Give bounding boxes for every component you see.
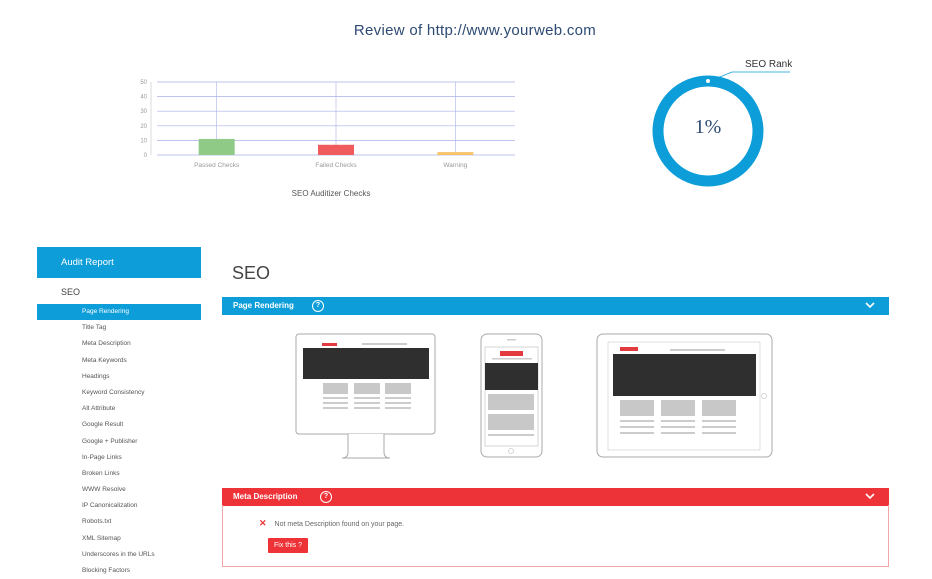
sidebar-item-page-rendering[interactable]: Page Rendering bbox=[37, 304, 201, 321]
seo-rank-value: 1% bbox=[694, 116, 722, 138]
sidebar-item-underscores-in-the-urls[interactable]: Underscores in the URLs bbox=[82, 550, 155, 558]
sidebar-item-blocking-factors[interactable]: Blocking Factors bbox=[82, 567, 131, 574]
sidebar-item-meta-keywords[interactable]: Meta Keywords bbox=[82, 356, 127, 364]
sidebar-item-keyword-consistency[interactable]: Keyword Consistency bbox=[82, 388, 145, 396]
meta-description-title: Meta Description bbox=[233, 492, 298, 501]
section-title: SEO bbox=[232, 263, 271, 283]
chart-x-axis-label: SEO Auditizer Checks bbox=[292, 189, 371, 198]
chevron-down-icon[interactable] bbox=[865, 301, 875, 309]
chart-category-label: Passed Checks bbox=[194, 162, 240, 169]
chevron-down-icon[interactable] bbox=[865, 492, 875, 500]
sidebar-item-www-resolve[interactable]: WWW Resolve bbox=[82, 486, 126, 494]
seo-rank-label: SEO Rank bbox=[745, 59, 793, 70]
seo-checks-chart: 0 10 20 30 40 50 Passed Checks Failed Checks War… bbox=[140, 80, 515, 198]
sidebar-header-audit-report[interactable]: Audit Report bbox=[37, 247, 201, 279]
desktop-preview bbox=[295, 333, 436, 459]
mobile-preview bbox=[480, 333, 543, 458]
device-previews bbox=[295, 333, 773, 459]
chart-bar bbox=[198, 138, 235, 155]
sidebar-item-xml-sitemap[interactable]: XML Sitemap bbox=[82, 534, 121, 542]
sidebar-item-robots-txt[interactable]: Robots.txt bbox=[82, 518, 112, 526]
chart-bar bbox=[437, 152, 474, 155]
chart-category-label: Warning bbox=[443, 162, 467, 169]
tablet-preview bbox=[596, 333, 773, 458]
sidebar-item-meta-description[interactable]: Meta Description bbox=[82, 340, 131, 348]
chart-y-tick-label: 30 bbox=[140, 109, 147, 115]
sidebar-item-broken-links[interactable]: Broken Links bbox=[82, 469, 120, 477]
sidebar-item-google-result[interactable]: Google Result bbox=[82, 421, 124, 429]
chart-y-tick-label: 40 bbox=[140, 95, 147, 101]
help-icon[interactable]: ? bbox=[320, 491, 332, 503]
sidebar-item-in-page-links[interactable]: In-Page Links bbox=[82, 453, 122, 461]
page-title: Review of http://www.yourweb.com bbox=[353, 22, 597, 39]
seo-rank-leader-line bbox=[709, 71, 790, 82]
x-icon: ✕ bbox=[259, 518, 267, 528]
chart-category-label: Failed Checks bbox=[315, 162, 357, 169]
chart-y-tick-label: 20 bbox=[140, 124, 147, 130]
chart-y-tick-label: 10 bbox=[140, 138, 147, 144]
sidebar-item-google-publisher[interactable]: Google + Publisher bbox=[82, 437, 138, 445]
fix-this-button[interactable]: Fix this ? bbox=[268, 538, 309, 553]
meta-description-error-text: Not meta Description found on your page. bbox=[274, 521, 405, 528]
seo-rank-gauge bbox=[652, 71, 790, 187]
sidebar-item-alt-attribute[interactable]: Alt Attribute bbox=[82, 405, 116, 413]
seo-rank-marker bbox=[706, 79, 710, 83]
chart-bar bbox=[318, 144, 354, 155]
page-rendering-header[interactable]: Page Rendering ? bbox=[222, 297, 889, 315]
meta-description-error: ✕ Not meta Description found on your page… bbox=[259, 518, 404, 529]
meta-description-panel: ✕ Not meta Description found on your page… bbox=[222, 505, 889, 567]
sidebar-list: Page Rendering Title Tag Meta Description M… bbox=[37, 304, 201, 579]
sidebar-section-seo[interactable]: SEO bbox=[61, 287, 81, 297]
chart-y-tick-label: 0 bbox=[144, 153, 148, 159]
meta-description-header[interactable]: Meta Description ? bbox=[222, 488, 889, 506]
sidebar-item-title-tag[interactable]: Title Tag bbox=[82, 324, 107, 332]
page-rendering-title: Page Rendering bbox=[233, 301, 294, 310]
sidebar-item-headings[interactable]: Headings bbox=[82, 372, 110, 380]
sidebar-item-ip-canonicalization[interactable]: IP Canonicalization bbox=[82, 502, 138, 510]
chart-y-tick-label: 50 bbox=[140, 80, 147, 86]
help-icon[interactable]: ? bbox=[312, 300, 324, 312]
